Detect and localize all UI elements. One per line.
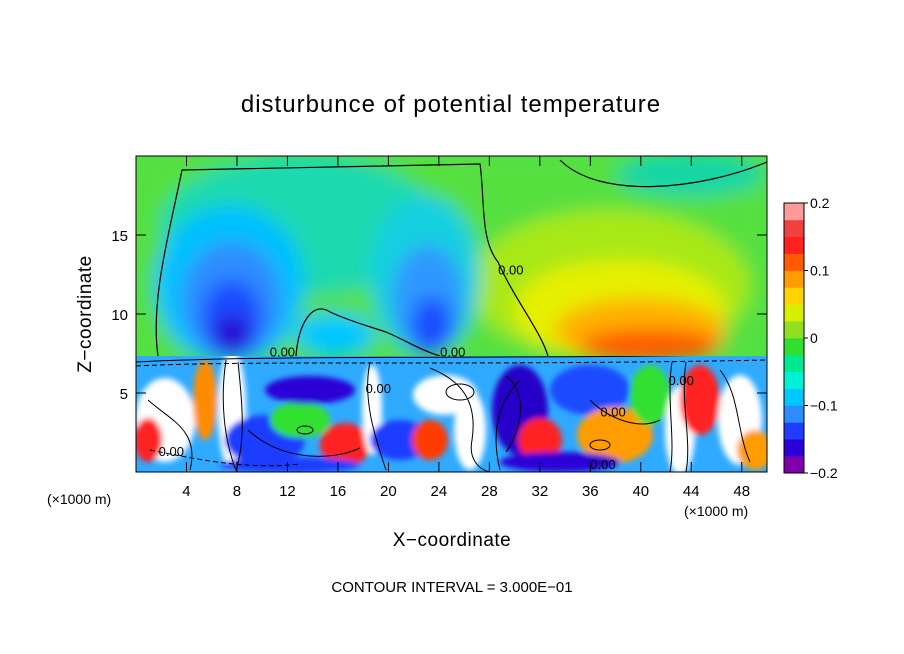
colorbar-tick-label: −0.2 <box>810 465 838 481</box>
y-axis-label: Z−coordinate <box>75 255 96 372</box>
contour-label: 0.00 <box>669 373 694 388</box>
colorbar-band <box>784 456 804 474</box>
lower-field <box>136 356 767 472</box>
x-tick-label: 32 <box>531 483 548 500</box>
contour-label: 0.00 <box>270 345 295 360</box>
contour-labels: 0.00 0.00 0.00 0.00 0.00 0.00 0.00 0.00 <box>159 263 694 472</box>
x-tick-label: 20 <box>380 483 397 500</box>
contour-label: 0.00 <box>600 405 625 420</box>
x-axis: 4 8 12 16 20 24 28 32 36 40 44 48 <box>182 156 750 500</box>
colorbar-band <box>784 219 804 238</box>
x-tick-label: 36 <box>582 483 599 500</box>
colorbar-band <box>784 439 804 457</box>
contour-label: 0.00 <box>440 345 465 360</box>
y-tick-label: 5 <box>120 386 128 403</box>
x-unit-right: (×1000 m) <box>684 503 748 519</box>
contour-label: 0.00 <box>498 263 523 278</box>
x-unit-left: (×1000 m) <box>47 491 111 507</box>
x-tick-label: 12 <box>279 483 296 500</box>
chart-title: disturbunce of potential temperature <box>241 91 661 118</box>
y-axis: 5 10 15 <box>111 228 767 403</box>
colorbar: 0.2 0.1 0 −0.1 −0.2 <box>783 195 838 481</box>
colorbar-band <box>784 388 804 406</box>
x-tick-label: 24 <box>431 483 448 500</box>
colorbar-band <box>784 287 804 305</box>
colorbar-band <box>784 203 804 221</box>
x-tick-label: 16 <box>330 483 347 500</box>
colorbar-band <box>784 270 804 288</box>
contour-label: 0.00 <box>159 444 184 459</box>
colorbar-band <box>784 371 804 389</box>
x-axis-label: X−coordinate <box>393 530 512 551</box>
x-tick-label: 44 <box>683 483 700 500</box>
colorbar-band <box>784 405 804 423</box>
colorbar-tick-label: −0.1 <box>810 398 838 414</box>
colorbar-band <box>784 354 804 373</box>
plot-area: 0.00 0.00 0.00 0.00 0.00 0.00 0.00 0.00 <box>135 155 768 473</box>
colorbar-band <box>784 304 804 322</box>
x-tick-label: 4 <box>182 483 190 500</box>
x-tick-label: 8 <box>233 483 241 500</box>
contour-label: 0.00 <box>590 457 615 472</box>
contour-interval-note: CONTOUR INTERVAL = 3.000E−01 <box>331 579 572 596</box>
colorbar-band <box>784 321 804 339</box>
colorbar-band <box>784 422 804 440</box>
colorbar-tick-label: 0.2 <box>810 195 830 211</box>
y-tick-label: 10 <box>111 307 128 324</box>
colorbar-band <box>784 338 804 356</box>
x-tick-label: 48 <box>733 483 750 500</box>
colorbar-tick-label: 0.1 <box>810 263 830 279</box>
colorbar-tick-label: 0 <box>810 330 818 346</box>
x-tick-label: 40 <box>632 483 649 500</box>
colorbar-band <box>784 253 804 271</box>
x-tick-label: 28 <box>481 483 498 500</box>
y-tick-label: 15 <box>111 228 128 245</box>
upper-field <box>136 156 767 365</box>
colorbar-band <box>784 236 804 254</box>
contour-label: 0.00 <box>366 381 391 396</box>
